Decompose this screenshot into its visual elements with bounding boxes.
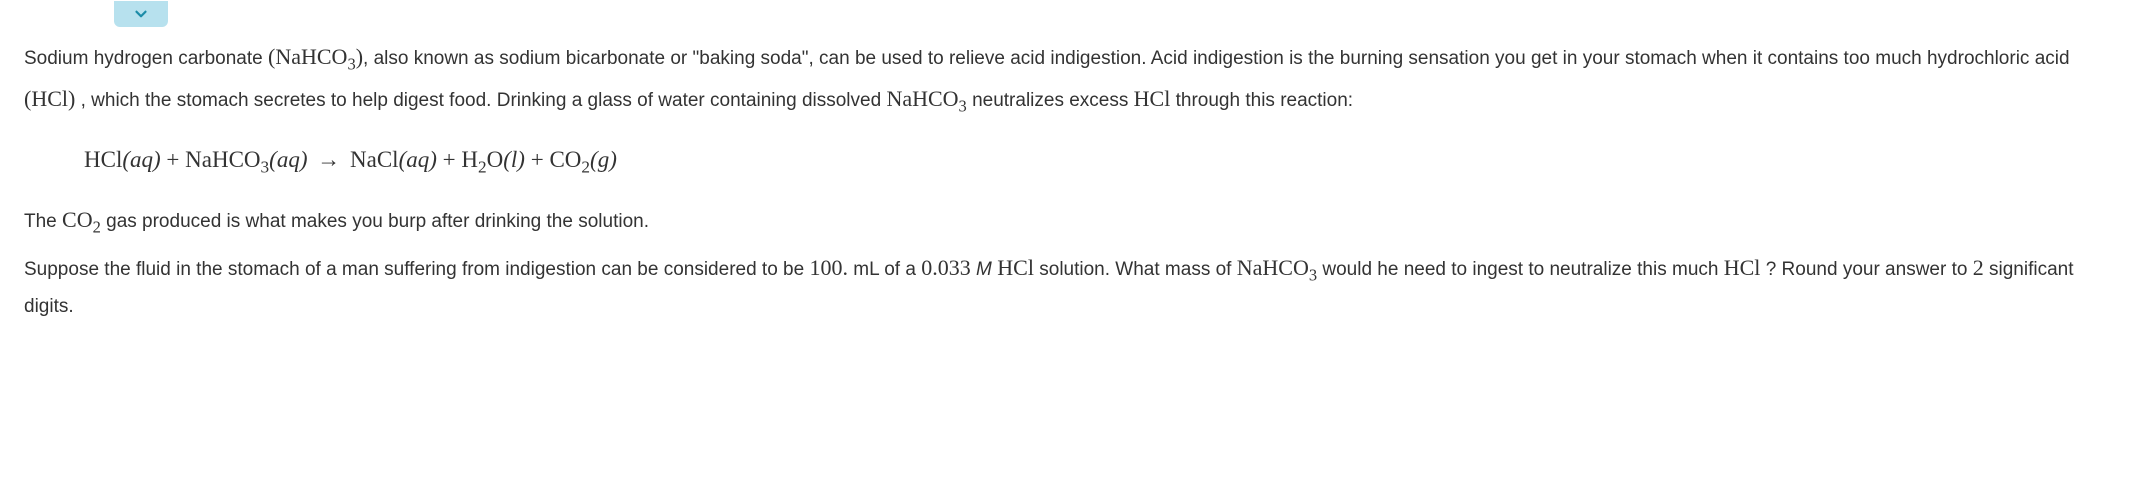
value-sigfigs: 2	[1973, 255, 1984, 280]
text: Suppose the fluid in the stomach of a ma…	[24, 259, 809, 280]
text: ? Round your answer to	[1760, 259, 1972, 280]
plus: +	[161, 147, 185, 172]
question-content: Sodium hydrogen carbonate (NaHCO3), also…	[0, 0, 2130, 355]
text: mL of a	[848, 259, 921, 280]
unit-molar: M	[971, 259, 992, 280]
text: , which the stomach secretes to help dig…	[75, 90, 886, 111]
formula-nahco3: NaHCO3	[886, 86, 966, 111]
text: , also known as sodium bicarbonate or "b…	[363, 48, 2070, 69]
formula-hcl: HCl	[1134, 86, 1171, 111]
text: The	[24, 211, 62, 232]
collapse-toggle[interactable]	[114, 1, 168, 27]
formula-co2: CO2	[62, 207, 101, 232]
formula-hcl: HCl	[992, 255, 1034, 280]
text: solution. What mass of	[1034, 259, 1237, 280]
co2-paragraph: The CO2 gas produced is what makes you b…	[24, 199, 2106, 241]
chevron-down-icon	[132, 5, 150, 23]
product-h2o: H2O(l)	[461, 147, 525, 172]
formula-hcl: HCl	[1724, 255, 1761, 280]
product-co2: CO2(g)	[549, 147, 616, 172]
plus: +	[437, 147, 461, 172]
reactant-hcl: HCl(aq)	[84, 147, 161, 172]
value-molarity: 0.033	[921, 255, 971, 280]
text: Sodium hydrogen carbonate	[24, 48, 268, 69]
intro-paragraph: Sodium hydrogen carbonate (NaHCO3), also…	[24, 36, 2106, 120]
formula-hcl: (HCl)	[24, 86, 75, 111]
question-paragraph: Suppose the fluid in the stomach of a ma…	[24, 247, 2106, 325]
plus: +	[525, 147, 549, 172]
product-nacl: NaCl(aq)	[350, 147, 437, 172]
text: would he need to ingest to neutralize th…	[1317, 259, 1724, 280]
reaction-equation: HCl(aq) + NaHCO3(aq) → NaCl(aq) + H2O(l)…	[84, 138, 2106, 182]
formula-nahco3: NaHCO3	[1237, 255, 1317, 280]
text: gas produced is what makes you burp afte…	[101, 211, 649, 232]
formula-nahco3: (NaHCO3)	[268, 44, 363, 69]
text: through this reaction:	[1170, 90, 1353, 111]
reaction-arrow: →	[317, 138, 340, 182]
value-volume: 100.	[809, 255, 848, 280]
text: neutralizes excess	[967, 90, 1134, 111]
reactant-nahco3: NaHCO3(aq)	[185, 147, 307, 172]
